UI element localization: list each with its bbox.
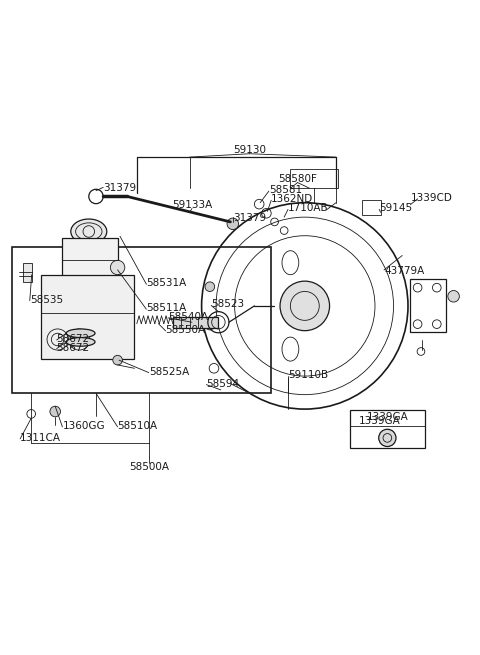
Text: 58500A: 58500A <box>129 462 169 472</box>
Text: 58581: 58581 <box>269 185 302 195</box>
Text: 59110B: 59110B <box>288 369 328 379</box>
Text: 58594: 58594 <box>206 379 240 388</box>
Circle shape <box>110 260 125 274</box>
Bar <box>12 247 271 393</box>
Bar <box>410 280 446 332</box>
Text: 1339CD: 1339CD <box>410 193 452 203</box>
Text: 58672: 58672 <box>57 343 90 352</box>
Text: 43779A: 43779A <box>384 266 424 276</box>
Circle shape <box>205 282 215 291</box>
Circle shape <box>448 291 459 302</box>
Text: 58580F: 58580F <box>278 174 317 183</box>
Text: 58510A: 58510A <box>118 421 158 431</box>
Text: 59130: 59130 <box>233 145 266 155</box>
Text: 1360GG: 1360GG <box>62 421 105 431</box>
Text: 58550A: 58550A <box>166 325 206 335</box>
Circle shape <box>50 406 60 417</box>
Bar <box>41 274 134 359</box>
Ellipse shape <box>66 329 95 337</box>
Circle shape <box>280 281 330 331</box>
Text: 31379: 31379 <box>103 183 136 193</box>
Text: 1362ND: 1362ND <box>271 195 313 204</box>
Ellipse shape <box>66 337 95 346</box>
Bar <box>290 169 338 188</box>
Text: 1311CA: 1311CA <box>20 433 61 443</box>
Bar <box>23 263 32 282</box>
Bar <box>362 200 381 215</box>
Circle shape <box>205 320 215 330</box>
Text: 31379: 31379 <box>233 213 266 223</box>
Circle shape <box>379 429 396 447</box>
Text: 58535: 58535 <box>30 295 63 305</box>
Text: 58531A: 58531A <box>146 278 187 288</box>
Text: 58672: 58672 <box>57 334 90 344</box>
Text: 58540A: 58540A <box>168 312 208 322</box>
Bar <box>350 410 425 449</box>
Ellipse shape <box>71 219 107 244</box>
Text: 59145: 59145 <box>379 204 412 214</box>
Text: 58525A: 58525A <box>149 367 189 377</box>
Text: 58511A: 58511A <box>146 303 187 313</box>
Circle shape <box>113 356 122 365</box>
Text: 1710AB: 1710AB <box>288 204 329 214</box>
Text: 58523: 58523 <box>211 299 244 309</box>
Text: 1339GA: 1339GA <box>359 416 400 426</box>
Bar <box>173 317 218 328</box>
Circle shape <box>227 218 239 230</box>
Text: 59133A: 59133A <box>172 200 212 210</box>
Bar <box>62 238 118 276</box>
Text: 1339GA: 1339GA <box>367 412 408 422</box>
